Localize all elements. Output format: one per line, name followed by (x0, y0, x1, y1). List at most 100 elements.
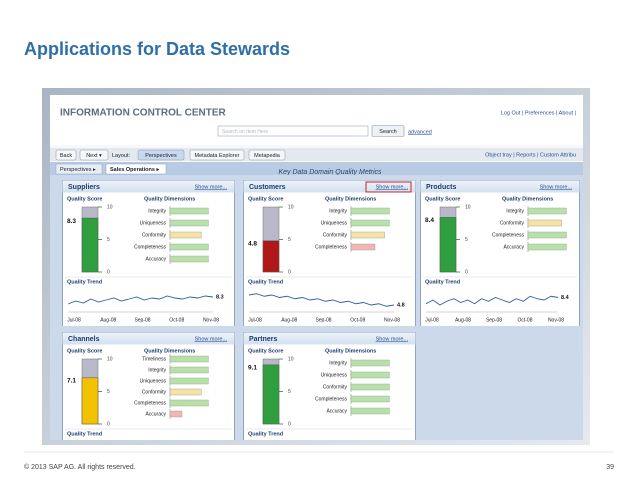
dimension-label: Conformity (142, 232, 167, 238)
search-placeholder: Search on Item Here (222, 129, 268, 135)
dimension-label: Integrity (329, 208, 347, 214)
dimension-bar (350, 243, 376, 251)
advanced-link[interactable]: advanced (408, 129, 432, 135)
quality-dimensions-label: Quality Dimensions (325, 196, 376, 202)
quality-trend-label: Quality Trend (67, 279, 102, 285)
dimension-bar (350, 231, 385, 239)
show-more-link[interactable]: Show more... (195, 336, 228, 342)
score-label: 8.3 (67, 218, 76, 225)
dimension-bar (169, 410, 183, 418)
dimension-bar (169, 243, 209, 251)
trend-end-label: 8.3 (216, 294, 224, 300)
quality-score-label: Quality Score (248, 196, 283, 202)
toolbar-label: Metadata Explorer (195, 153, 240, 159)
dimension-label: Integrity (506, 208, 524, 214)
breadcrumb-label: Sales Operations ▸ (110, 167, 160, 173)
dimension-bar (350, 371, 390, 379)
show-more-link[interactable]: Show more... (376, 184, 409, 190)
month-label: Aug-08 (100, 317, 116, 323)
quality-score-label: Quality Score (67, 196, 102, 202)
dimension-label: Uniqueness (321, 220, 348, 226)
panel-title: Partners (249, 336, 278, 343)
dimension-bar (169, 366, 209, 374)
toolbar-right-links[interactable]: Object tray | Reports | Custom Attribu (485, 152, 576, 158)
dimension-bar (169, 399, 209, 407)
dimension-label: Accuracy (145, 411, 166, 417)
breadcrumb-tab[interactable] (105, 163, 167, 175)
panel-title: Products (426, 184, 456, 191)
gauge-tick-label: 5 (288, 389, 291, 395)
gauge-fill (262, 364, 280, 425)
page-title: Key Data Domain Quality Metrics (278, 169, 382, 176)
breadcrumb-tab[interactable] (55, 163, 103, 175)
dimension-bar (169, 231, 202, 239)
trend-line (67, 295, 214, 305)
search-button[interactable] (371, 125, 405, 137)
gauge-tick-label: 5 (107, 389, 110, 395)
month-label: Nov-08 (384, 317, 400, 323)
month-label: Sep-08 (486, 317, 502, 323)
gauge-tick-label: 0 (107, 269, 110, 275)
dimension-bar (169, 388, 202, 396)
dimension-label: Accuracy (326, 408, 347, 414)
dimension-bar (527, 231, 567, 239)
gauge-tick-label: 5 (288, 237, 291, 243)
gauge-tick-label: 0 (288, 269, 291, 275)
toolbar-label: Perspectives (145, 153, 177, 159)
dimension-label: Uniqueness (321, 372, 348, 378)
highlight-box (365, 181, 412, 193)
panels: Suppliers Show more... Quality Score Qualit… (62, 180, 580, 440)
page-number: 39 (606, 464, 614, 471)
toolbar-button[interactable] (248, 149, 286, 161)
panel-title: Channels (68, 336, 100, 343)
quality-score-label: Quality Score (248, 348, 283, 354)
dimension-label: Uniqueness (140, 220, 167, 226)
panel: Suppliers Show more... Quality Score Qualit… (62, 180, 235, 326)
trend-line (248, 293, 395, 307)
toolbar-button[interactable] (137, 149, 185, 161)
toolbar-button[interactable] (55, 149, 77, 161)
show-more-link[interactable]: Show more... (195, 184, 228, 190)
gauge-tick-label: 10 (107, 204, 113, 210)
dimension-bar (169, 219, 209, 227)
quality-dimensions-label: Quality Dimensions (144, 348, 195, 354)
dimension-bar (169, 255, 209, 263)
breadcrumb-label: Perspectives ▸ (60, 167, 96, 173)
search-button-label: Search (379, 129, 396, 135)
trend-end-label: 8.4 (561, 295, 570, 301)
toolbar-button[interactable] (79, 149, 109, 161)
month-label: Aug-08 (281, 317, 297, 323)
dimension-bar (169, 377, 209, 385)
quality-dimensions-label: Quality Dimensions (502, 196, 553, 202)
dimension-label: Conformity (323, 232, 348, 238)
toolbar-items: Back Next ▾ Layout: Perspectives Metadata Ex… (55, 149, 286, 161)
dimension-bar (527, 219, 562, 227)
dimension-label: Completeness (134, 400, 166, 406)
dimension-bar (527, 243, 567, 251)
dimension-label: Integrity (148, 208, 166, 214)
month-label: Jul-08 (425, 317, 439, 323)
toolbar-label: Metapedia (254, 153, 281, 159)
dimension-bar (169, 355, 209, 363)
slide-title: Applications for Data Stewards (24, 39, 290, 59)
month-label: Jul-08 (67, 317, 81, 323)
gauge-fill (262, 240, 280, 273)
gauge-tick-label: 10 (465, 204, 471, 210)
show-more-link[interactable]: Show more... (540, 184, 573, 190)
toolbar-button[interactable] (189, 149, 245, 161)
dimension-bar (169, 207, 209, 215)
breadcrumb-bar (50, 162, 583, 175)
dimension-bar (350, 407, 390, 415)
search-box[interactable] (217, 125, 369, 137)
month-label: Sep-08 (315, 317, 331, 323)
gauge-fill (81, 217, 99, 273)
show-more-link[interactable]: Show more... (376, 336, 409, 342)
month-label: Nov-08 (203, 317, 219, 323)
month-label: Jul-08 (248, 317, 262, 323)
dimension-bar (350, 359, 390, 367)
panel: Channels Show more... Quality Score Quality… (62, 332, 235, 440)
gauge-tick-label: 10 (288, 356, 294, 362)
dimension-label: Accuracy (145, 256, 166, 262)
header-links[interactable]: Log Out | Preferences | About | (501, 110, 576, 116)
